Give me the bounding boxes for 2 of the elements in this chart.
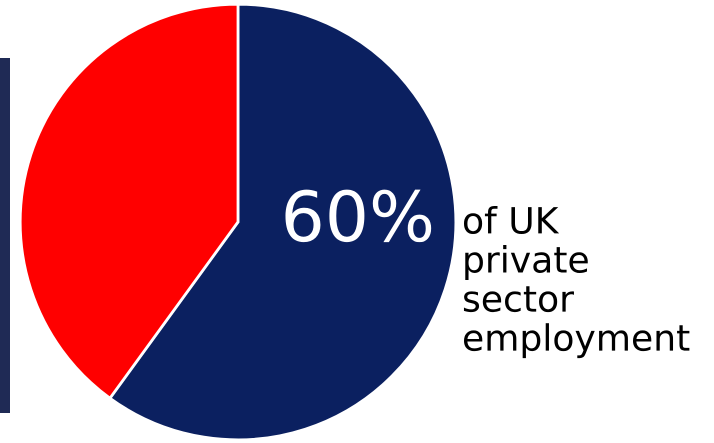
text: of UK private sector employment [464,206,690,358]
data-label: 60% [285,190,432,242]
